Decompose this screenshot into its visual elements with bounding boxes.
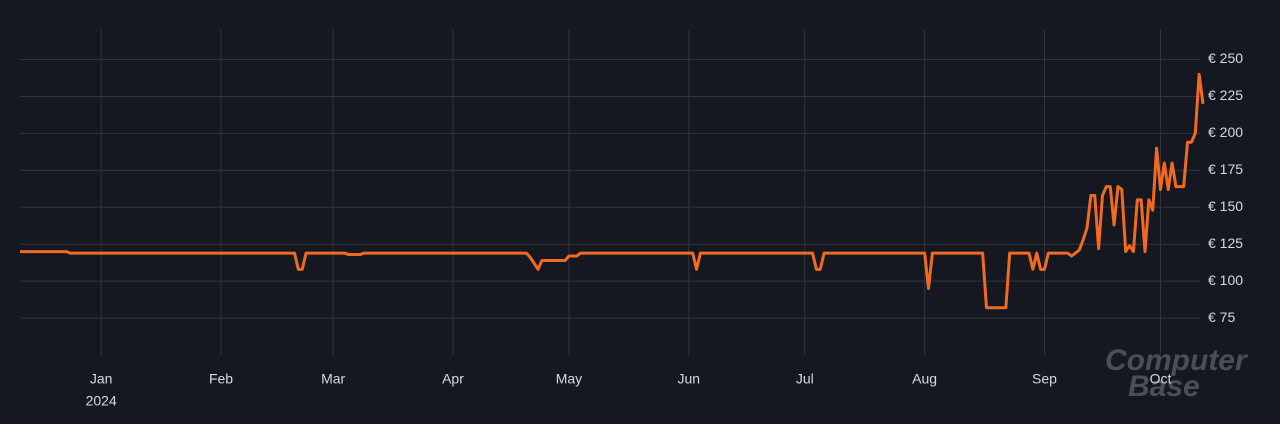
x-tick-label: Apr bbox=[442, 371, 464, 387]
x-tick-label: Oct bbox=[1150, 371, 1172, 387]
watermark-line-1: Computer bbox=[1105, 344, 1249, 377]
x-year-label: 2024 bbox=[86, 393, 117, 409]
y-tick-label: € 125 bbox=[1208, 235, 1243, 251]
x-tick-label: May bbox=[556, 371, 582, 387]
x-tick-label: Jun bbox=[678, 371, 701, 387]
y-tick-label: € 75 bbox=[1208, 309, 1235, 325]
x-tick-label: Jul bbox=[796, 371, 814, 387]
y-tick-label: € 100 bbox=[1208, 272, 1243, 288]
y-tick-label: € 150 bbox=[1208, 198, 1243, 214]
x-tick-label: Feb bbox=[209, 371, 233, 387]
x-tick-label: Jan bbox=[90, 371, 113, 387]
y-tick-label: € 225 bbox=[1208, 87, 1243, 103]
price-line bbox=[20, 72, 1205, 310]
y-tick-label: € 250 bbox=[1208, 50, 1243, 66]
y-tick-label: € 200 bbox=[1208, 124, 1243, 140]
x-tick-label: Sep bbox=[1032, 371, 1057, 387]
watermark-line-2: Base bbox=[1128, 370, 1200, 403]
x-tick-label: Aug bbox=[912, 371, 937, 387]
y-tick-label: € 175 bbox=[1208, 161, 1243, 177]
x-tick-label: Mar bbox=[321, 371, 345, 387]
